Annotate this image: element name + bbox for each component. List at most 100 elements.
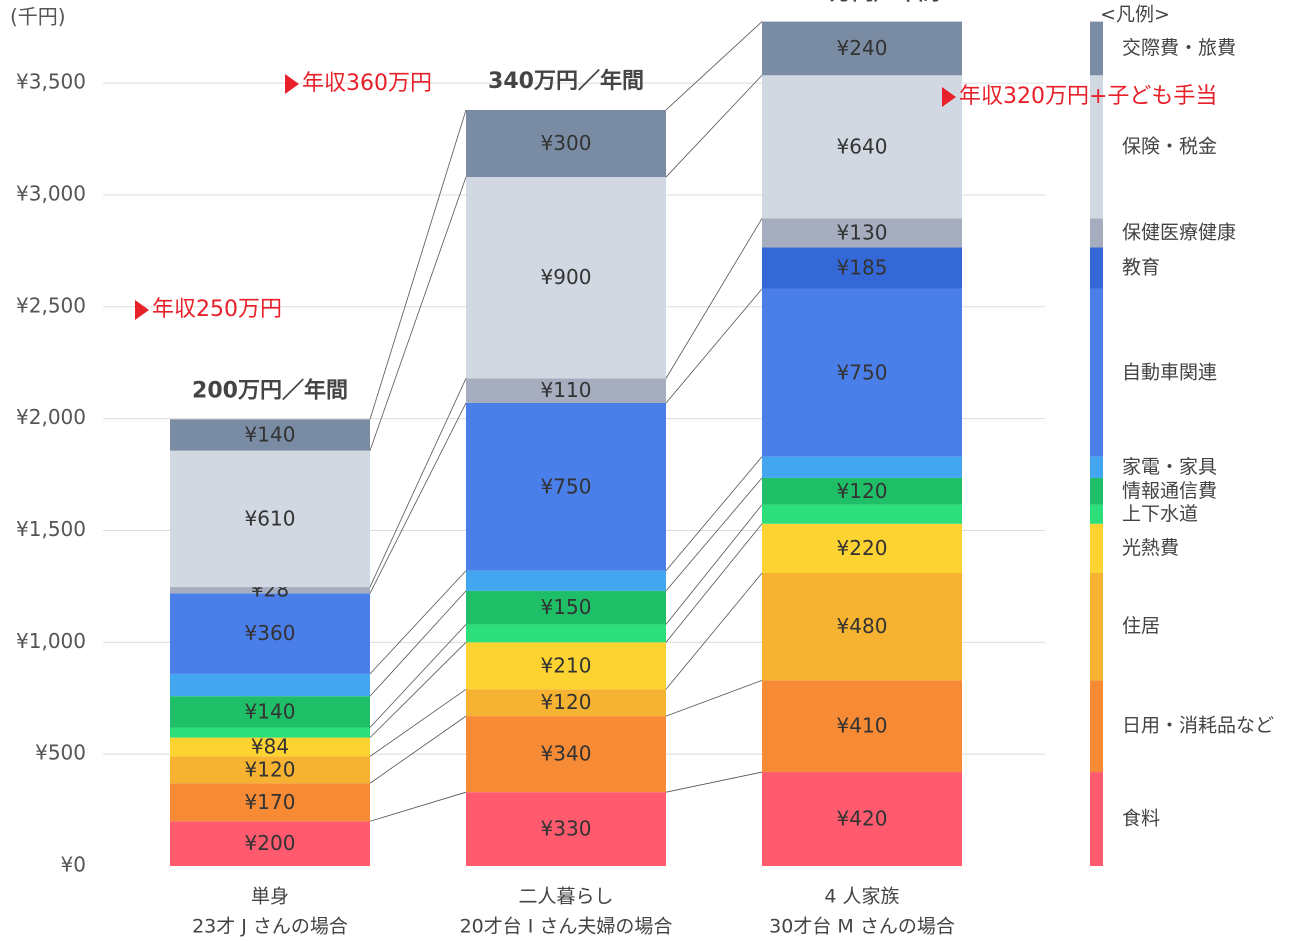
total-label: 370万円／年間 xyxy=(784,0,940,6)
value-label: ¥170 xyxy=(245,790,296,814)
legend-label: 日用・消耗品など xyxy=(1122,715,1274,737)
bar-segment xyxy=(170,737,370,757)
connector xyxy=(369,791,467,822)
value-label: ¥120 xyxy=(541,690,592,714)
legend-label: 家電・家具 xyxy=(1122,456,1217,478)
legend-label: 交際費・旅費 xyxy=(1122,37,1236,59)
legend-label: 教育 xyxy=(1122,257,1160,279)
connector xyxy=(665,771,763,793)
legend-label: 保険・税金 xyxy=(1122,135,1217,157)
bar-segment xyxy=(466,642,666,690)
y-tick-label: ¥2,000 xyxy=(16,405,86,429)
bar-segment xyxy=(762,247,962,289)
connector xyxy=(665,504,763,625)
bar-segment xyxy=(762,504,962,524)
value-label: ¥240 xyxy=(837,36,888,60)
bar-segment xyxy=(762,523,962,573)
value-label: ¥610 xyxy=(245,506,296,530)
y-axis-label: (千円) xyxy=(10,5,66,29)
connector xyxy=(665,21,763,111)
x-tick-label: 単身 xyxy=(251,886,289,908)
connector xyxy=(665,456,763,571)
legend-swatch xyxy=(1090,680,1103,773)
legend-label: 住居 xyxy=(1122,615,1160,637)
bar-segment xyxy=(762,680,962,773)
legend-swatch xyxy=(1090,247,1103,289)
bar-segment xyxy=(762,75,962,219)
connector xyxy=(369,109,467,420)
bar-segment xyxy=(170,696,370,728)
connector xyxy=(369,590,467,697)
bar-segment xyxy=(170,821,370,866)
x-tick-label: 二人暮らし xyxy=(518,886,613,908)
legend-swatch xyxy=(1090,21,1103,76)
total-label: 340万円／年間 xyxy=(488,68,644,94)
connector xyxy=(665,75,763,178)
y-tick-label: ¥1,500 xyxy=(16,517,86,541)
bar-segment xyxy=(466,624,666,643)
legend-label: 情報通信費 xyxy=(1122,480,1217,502)
connector xyxy=(665,572,763,690)
value-label: ¥110 xyxy=(541,378,592,402)
value-label: ¥480 xyxy=(837,614,888,638)
bar-segment xyxy=(170,419,370,451)
legend-swatch xyxy=(1090,572,1103,681)
bar-segment xyxy=(762,572,962,681)
value-label: ¥210 xyxy=(541,653,592,677)
legend-swatch xyxy=(1090,75,1103,219)
legend-swatch xyxy=(1090,456,1103,478)
y-tick-label: ¥0 xyxy=(61,853,86,877)
bar-segment xyxy=(170,783,370,822)
x-tick-sublabel: 20才台 I さん夫婦の場合 xyxy=(460,916,673,938)
legend-label: 食料 xyxy=(1122,808,1160,830)
legend-swatch xyxy=(1090,288,1103,457)
annotation: 年収250万円 xyxy=(152,297,282,322)
connector xyxy=(369,688,467,757)
annotation: 年収320万円+子ども手当 xyxy=(959,84,1217,109)
legend-swatch xyxy=(1090,523,1103,573)
value-label: ¥300 xyxy=(541,131,592,155)
annotation-marker xyxy=(285,74,299,94)
bar-segment xyxy=(466,402,666,571)
bar-segment xyxy=(466,716,666,793)
legend-swatch xyxy=(1090,218,1103,248)
legend-label: 上下水道 xyxy=(1122,503,1198,525)
value-label: ¥420 xyxy=(837,807,888,831)
annotation: 年収360万円 xyxy=(302,71,432,96)
x-tick-sublabel: 30才台 M さんの場合 xyxy=(769,916,955,938)
value-label: ¥84 xyxy=(251,735,289,759)
connector xyxy=(369,402,467,594)
value-label: ¥140 xyxy=(245,699,296,723)
value-label: ¥120 xyxy=(837,479,888,503)
annotation-marker xyxy=(942,87,956,107)
connector xyxy=(665,679,763,717)
y-tick-label: ¥1,000 xyxy=(16,629,86,653)
connector xyxy=(369,624,467,728)
connector xyxy=(665,523,763,643)
bar-segment xyxy=(466,109,666,178)
connector xyxy=(369,378,467,588)
connector xyxy=(369,570,467,675)
legend-swatch xyxy=(1090,504,1103,524)
bar-segment xyxy=(466,570,666,591)
bar-segment xyxy=(170,587,370,594)
bar-segment xyxy=(762,21,962,76)
value-label: ¥640 xyxy=(837,134,888,158)
bar-segment xyxy=(762,772,962,866)
value-label: ¥750 xyxy=(837,360,888,384)
legend-swatch xyxy=(1090,772,1103,866)
connector xyxy=(665,288,763,404)
connector xyxy=(369,176,467,451)
y-tick-label: ¥2,500 xyxy=(16,293,86,317)
value-label: ¥360 xyxy=(245,621,296,645)
value-label: ¥200 xyxy=(245,831,296,855)
value-label: ¥900 xyxy=(541,265,592,289)
connector xyxy=(369,642,467,738)
value-label: ¥140 xyxy=(245,422,296,446)
total-label: 200万円／年間 xyxy=(192,377,348,403)
bar-segment xyxy=(466,689,666,717)
value-label: ¥130 xyxy=(837,220,888,244)
value-label: ¥340 xyxy=(541,742,592,766)
bar-segment xyxy=(762,288,962,457)
